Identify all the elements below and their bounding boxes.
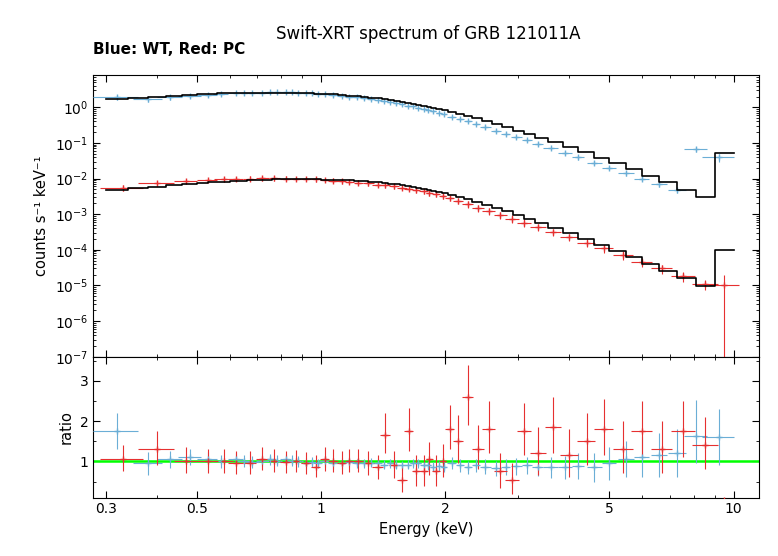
X-axis label: Energy (keV): Energy (keV) <box>379 522 473 537</box>
Text: Swift-XRT spectrum of GRB 121011A: Swift-XRT spectrum of GRB 121011A <box>275 25 580 43</box>
Y-axis label: counts s⁻¹ keV⁻¹: counts s⁻¹ keV⁻¹ <box>34 156 50 276</box>
Y-axis label: ratio: ratio <box>59 410 74 444</box>
Text: Blue: WT, Red: PC: Blue: WT, Red: PC <box>93 42 246 57</box>
